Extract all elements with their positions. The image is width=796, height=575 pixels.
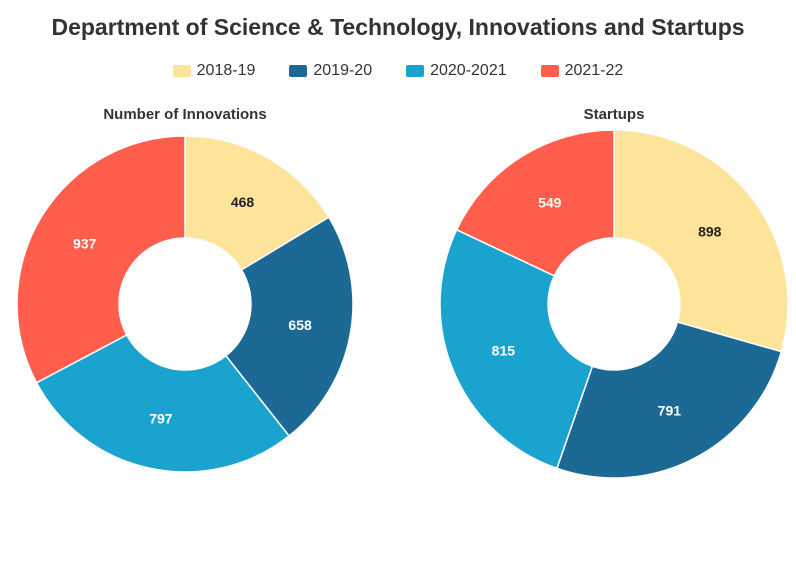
innovations-chart-title: Number of Innovations bbox=[103, 106, 266, 123]
slice-label-2018-19: 468 bbox=[231, 194, 255, 210]
legend-label: 2019-20 bbox=[313, 62, 373, 79]
startups-donut: 898 791 815 549 bbox=[439, 129, 789, 479]
slice-label-2020-2021: 797 bbox=[149, 410, 173, 426]
legend-label: 2020-2021 bbox=[430, 62, 507, 79]
legend-item-2019-20[interactable]: 2019-20 bbox=[289, 62, 372, 80]
slice-2019-20[interactable] bbox=[224, 216, 354, 437]
slice-2021-22[interactable] bbox=[455, 129, 615, 277]
legend-item-2018-19[interactable]: 2018-19 bbox=[172, 62, 256, 80]
legend: 2018-19 2019-20 2020-2021 2021-22 bbox=[0, 62, 796, 80]
slice-label-2019-20: 658 bbox=[288, 317, 312, 333]
slice-2018-19[interactable] bbox=[184, 135, 330, 271]
legend-swatch bbox=[289, 65, 308, 77]
legend-item-2021-22[interactable]: 2021-22 bbox=[540, 62, 624, 80]
slice-label-2021-22: 549 bbox=[538, 195, 562, 211]
legend-swatch bbox=[406, 65, 425, 77]
legend-item-2020-2021[interactable]: 2020-2021 bbox=[406, 62, 507, 80]
chart-title: Department of Science & Technology, Inno… bbox=[51, 14, 745, 40]
slice-2019-20[interactable] bbox=[555, 321, 783, 479]
slice-label-2018-19: 898 bbox=[698, 224, 722, 240]
legend-swatch bbox=[172, 65, 191, 77]
slice-label-2021-22: 937 bbox=[73, 236, 97, 252]
slice-2018-19[interactable] bbox=[613, 129, 789, 353]
legend-label: 2021-22 bbox=[564, 62, 624, 79]
slice-2020-2021[interactable] bbox=[35, 333, 291, 473]
legend-swatch bbox=[540, 65, 559, 77]
slice-2020-2021[interactable] bbox=[439, 228, 594, 470]
legend-label: 2018-19 bbox=[196, 62, 256, 79]
slice-label-2020-2021: 815 bbox=[492, 342, 516, 358]
slice-label-2019-20: 791 bbox=[658, 402, 682, 418]
slice-2021-22[interactable] bbox=[16, 135, 186, 384]
innovations-donut: 468 658 797 937 bbox=[16, 135, 354, 473]
startups-chart-title: Startups bbox=[584, 106, 645, 123]
